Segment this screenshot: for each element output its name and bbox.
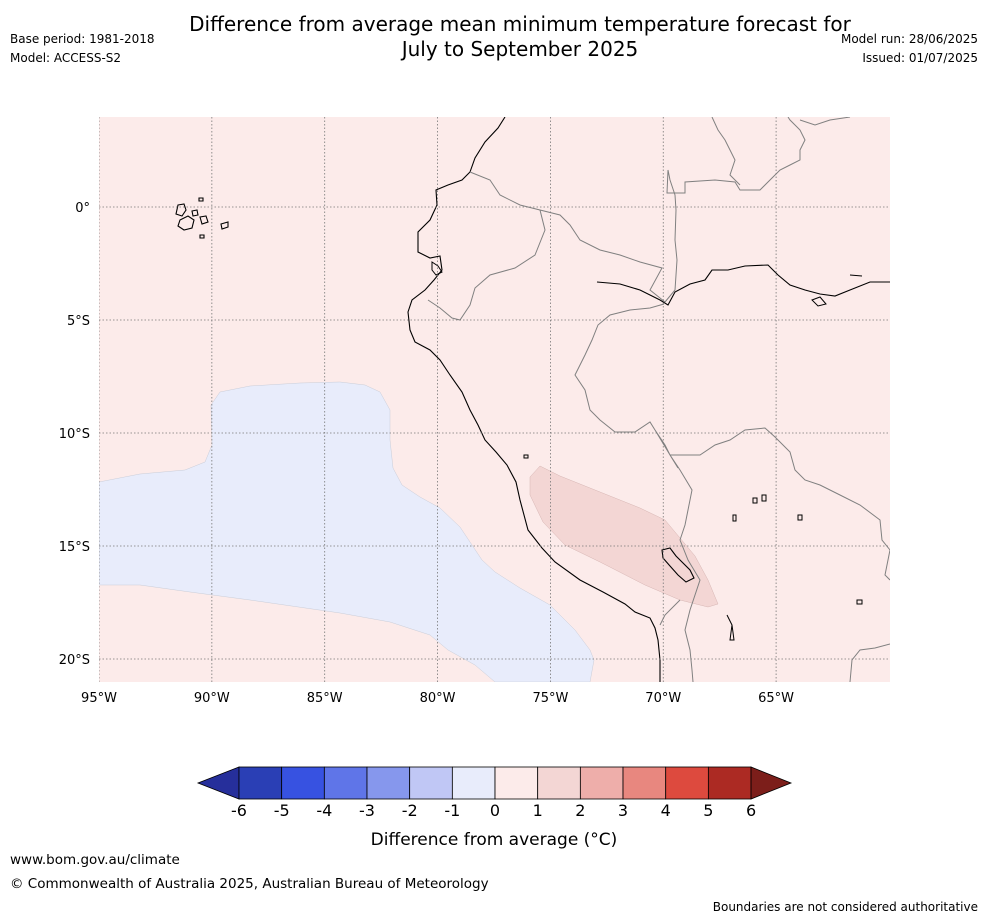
model-run-text: Model run: 28/06/2025 [840, 32, 978, 46]
colorbar-segment [579, 766, 624, 800]
colorbar-tick-label: 6 [746, 801, 756, 820]
colorbar-segment [323, 766, 368, 800]
lat-label: 5°S [67, 314, 90, 329]
amazon-river-branch [811, 296, 827, 307]
model-text: Model: ACCESS-S2 [10, 51, 122, 65]
lon-label: 90°W [194, 691, 230, 706]
national-borders [427, 117, 890, 682]
colorbar-tick-label: -1 [444, 801, 460, 820]
colorbar-extend-high [750, 766, 793, 800]
map-area [99, 117, 890, 682]
lon-label: 70°W [645, 691, 681, 706]
colorbar-segment [537, 766, 581, 800]
colorbar-segment [366, 766, 411, 800]
lon-label: 85°W [307, 691, 343, 706]
title-line-1: Difference from average mean minimum tem… [189, 12, 851, 36]
colorbar-segment [707, 766, 752, 800]
colorbar-segment [494, 766, 539, 800]
colorbar-tick-label: -4 [316, 801, 332, 820]
colorbar-segment [622, 766, 667, 800]
lat-label: 15°S [59, 540, 90, 555]
colorbar-segment [281, 766, 325, 800]
galapagos-islands [175, 197, 229, 239]
copyright-text: © Commonwealth of Australia 2025, Austra… [10, 876, 489, 892]
disclaimer-text: Boundaries are not considered authoritat… [712, 900, 978, 914]
colorbar-tick-label: 1 [533, 801, 543, 820]
lake-titicaca [661, 547, 695, 583]
latitude-labels: 0° 5°S 10°S 15°S 20°S [59, 201, 90, 668]
lon-label: 75°W [532, 691, 568, 706]
map-title: Difference from average mean minimum tem… [120, 12, 920, 62]
title-line-2: July to September 2025 [401, 37, 639, 61]
lat-label: 10°S [59, 427, 90, 442]
lon-label: 95°W [81, 691, 117, 706]
anomaly-region-minus1-to-0 [99, 381, 595, 682]
colorbar-tick-label: 3 [618, 801, 628, 820]
base-period-text: Base period: 1981-2018 [10, 32, 155, 46]
colorbar-ticks: -6 -5 -4 -3 -2 -1 0 1 2 3 4 5 6 [231, 801, 756, 820]
lon-label: 65°W [758, 691, 794, 706]
colorbar-segment [451, 766, 496, 800]
coastline [407, 117, 661, 682]
gridlines [99, 117, 890, 682]
colorbar-tick-label: -2 [402, 801, 418, 820]
lat-label: 0° [75, 201, 90, 216]
colorbar-tick-label: -3 [359, 801, 375, 820]
rio-negro [849, 274, 863, 277]
colorbar-tick-label: 4 [661, 801, 671, 820]
coastline-gulf [431, 261, 443, 276]
colorbar-tick-label: -6 [231, 801, 247, 820]
issued-text: Issued: 01/07/2025 [862, 51, 978, 65]
small-lakes [523, 454, 863, 641]
lon-label: 80°W [420, 691, 456, 706]
colorbar-segment [238, 766, 283, 800]
colorbar-extend-low [196, 766, 240, 800]
longitude-labels: 95°W 90°W 85°W 80°W 75°W 70°W 65°W [81, 691, 794, 706]
amazon-river [596, 264, 890, 306]
colorbar-segments [196, 766, 793, 800]
lat-label: 20°S [59, 653, 90, 668]
colorbar-tick-label: 2 [575, 801, 585, 820]
colorbar-segment [665, 766, 709, 800]
bom-url: www.bom.gov.au/climate [10, 852, 180, 868]
colorbar-tick-label: 0 [490, 801, 500, 820]
colorbar-tick-label: -5 [274, 801, 290, 820]
anomaly-region-1-to-2 [529, 465, 719, 608]
colorbar-label: Difference from average (°C) [371, 830, 618, 850]
colorbar-tick-label: 5 [703, 801, 713, 820]
colorbar-segment [409, 766, 453, 800]
